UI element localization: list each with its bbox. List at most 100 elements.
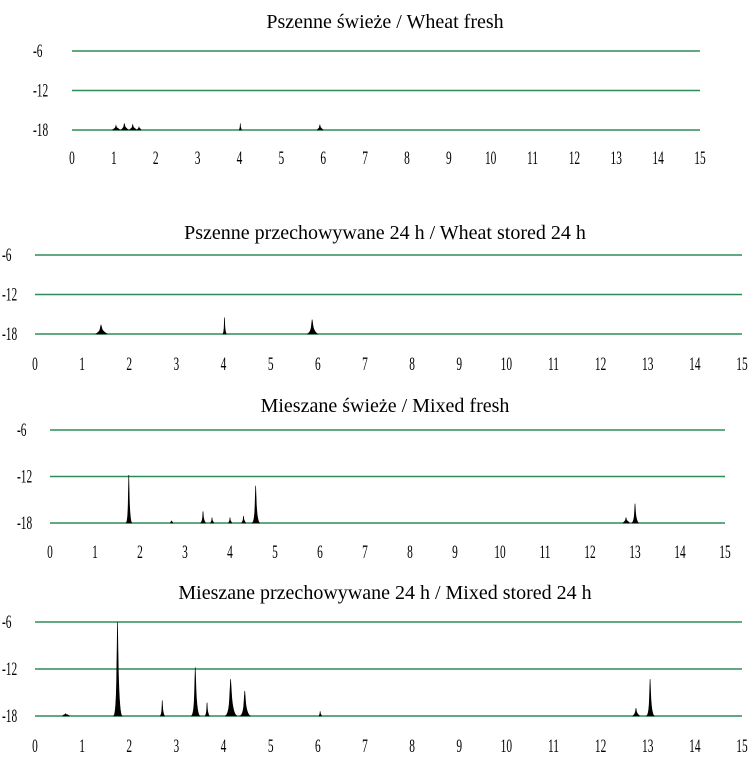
- peak: [306, 319, 319, 335]
- x-tick-label: 6: [315, 354, 321, 375]
- x-tick-label: 13: [642, 736, 654, 757]
- gridlines: [35, 621, 742, 717]
- y-tick-label: -6: [33, 41, 43, 62]
- y-tick-labels: -6 -12 -18: [33, 41, 48, 141]
- x-tick-label: 15: [736, 354, 748, 375]
- x-tick-label: 1: [111, 148, 117, 169]
- panel-wheat-fresh: Pszenne świeże / Wheat fresh -6 -12 -18 0 1…: [33, 11, 706, 169]
- x-tick-label: 6: [317, 542, 323, 563]
- peak: [159, 700, 166, 717]
- x-tick-label: 2: [137, 542, 143, 563]
- panel-mixed-fresh: Mieszane świeże / Mixed fresh -6 -12 -18 0…: [17, 395, 731, 563]
- peak: [125, 474, 133, 524]
- y-tick-label: -12: [17, 467, 32, 488]
- x-tick-labels: 0 1 2 3 4 5 6 7 8 9 10 11 12 13 14 15: [32, 354, 748, 375]
- x-tick-label: 9: [452, 542, 458, 563]
- peak: [631, 503, 640, 524]
- x-tick-label: 0: [32, 354, 38, 375]
- y-tick-label: -6: [2, 245, 12, 266]
- x-tick-labels: 0 1 2 3 4 5 6 7 8 9 10 11 12 13 14 15: [32, 736, 748, 757]
- panel-mixed-stored-24h: Mieszane przechowywane 24 h / Mixed stor…: [2, 582, 748, 757]
- x-tick-label: 3: [174, 354, 180, 375]
- peak: [645, 679, 655, 717]
- peak: [128, 124, 138, 131]
- peak: [238, 123, 242, 131]
- x-tick-label: 14: [689, 354, 701, 375]
- y-tick-label: -12: [33, 81, 48, 102]
- x-tick-label: 3: [182, 542, 188, 563]
- x-tick-label: 5: [268, 736, 274, 757]
- peak-traces: [95, 317, 319, 335]
- panel-title: Pszenne przechowywane 24 h / Wheat store…: [184, 222, 586, 244]
- x-tick-label: 8: [407, 542, 413, 563]
- x-tick-label: 7: [362, 736, 368, 757]
- y-tick-label: -12: [2, 285, 17, 306]
- y-tick-labels: -6 -12 -18: [17, 420, 32, 534]
- peak: [222, 317, 227, 335]
- x-tick-label: 8: [404, 148, 410, 169]
- x-tick-label: 15: [736, 736, 748, 757]
- y-tick-label: -18: [17, 513, 32, 534]
- x-tick-label: 2: [126, 736, 132, 757]
- x-tick-label: 15: [719, 542, 731, 563]
- peak: [111, 124, 121, 131]
- panel-wheat-stored-24h: Pszenne przechowywane 24 h / Wheat store…: [2, 222, 748, 375]
- x-tick-label: 7: [362, 148, 368, 169]
- x-tick-labels: 0 1 2 3 4 5 6 7 8 9 10 11 12 13 14 15: [47, 542, 731, 563]
- x-tick-label: 2: [153, 148, 159, 169]
- peak-traces: [61, 621, 655, 717]
- x-tick-label: 0: [69, 148, 75, 169]
- x-tick-label: 7: [362, 354, 368, 375]
- x-tick-label: 10: [501, 354, 513, 375]
- x-tick-label: 4: [221, 354, 227, 375]
- peak: [316, 124, 324, 131]
- x-tick-label: 12: [584, 542, 595, 563]
- x-tick-label: 10: [485, 148, 497, 169]
- y-tick-label: -12: [2, 659, 17, 680]
- peak: [136, 126, 142, 131]
- x-tick-label: 1: [79, 736, 85, 757]
- peak: [318, 711, 322, 717]
- x-tick-label: 1: [92, 542, 98, 563]
- x-tick-label: 9: [456, 736, 462, 757]
- peak: [251, 485, 261, 524]
- peak: [95, 324, 108, 335]
- peak: [210, 517, 215, 524]
- y-tick-labels: -6 -12 -18: [2, 245, 17, 345]
- x-tick-label: 7: [362, 542, 368, 563]
- peak: [204, 702, 210, 717]
- x-tick-label: 10: [501, 736, 513, 757]
- x-tick-label: 14: [689, 736, 701, 757]
- x-tick-label: 12: [595, 354, 606, 375]
- x-tick-label: 6: [315, 736, 321, 757]
- gridlines: [50, 429, 725, 524]
- x-tick-label: 5: [272, 542, 278, 563]
- x-tick-label: 11: [527, 148, 538, 169]
- y-tick-labels: -6 -12 -18: [2, 612, 17, 727]
- x-tick-label: 13: [611, 148, 623, 169]
- peak: [241, 515, 247, 524]
- x-tick-label: 4: [237, 148, 243, 169]
- gridlines: [35, 254, 742, 335]
- x-tick-label: 14: [674, 542, 686, 563]
- x-tick-label: 8: [409, 354, 415, 375]
- y-tick-label: -6: [2, 612, 12, 633]
- panel-title: Mieszane świeże / Mixed fresh: [261, 395, 510, 417]
- x-tick-label: 9: [446, 148, 452, 169]
- x-tick-label: 11: [548, 354, 559, 375]
- x-tick-label: 11: [548, 736, 559, 757]
- x-tick-label: 13: [642, 354, 654, 375]
- x-tick-labels: 0 1 2 3 4 5 6 7 8 9 10 11 12 13 14 15: [69, 148, 706, 169]
- peak: [120, 123, 130, 131]
- x-tick-label: 14: [652, 148, 664, 169]
- peak: [632, 708, 641, 717]
- peak: [622, 517, 631, 524]
- x-tick-label: 9: [456, 354, 462, 375]
- x-tick-label: 13: [629, 542, 641, 563]
- y-tick-label: -18: [2, 324, 17, 345]
- peak: [112, 621, 123, 717]
- peak: [239, 690, 252, 717]
- x-tick-label: 3: [195, 148, 201, 169]
- gridlines: [72, 50, 700, 131]
